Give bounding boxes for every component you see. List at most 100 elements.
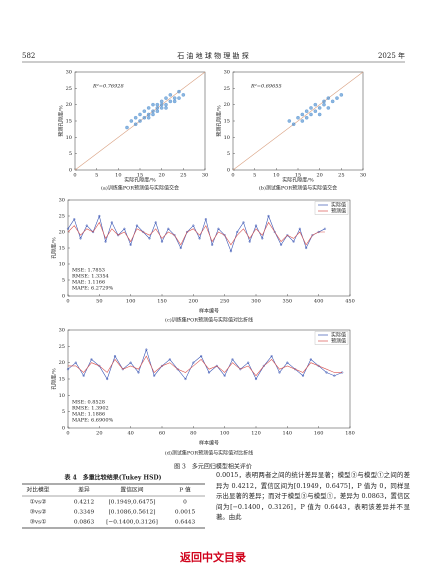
point [309, 106, 313, 110]
series-marker [223, 234, 226, 237]
x-tick-label: 30 [202, 173, 208, 179]
legend-label: 预测值 [331, 338, 346, 345]
x-axis-label: 样本编号 [199, 440, 219, 447]
metric-text: MAPE: 6.6900% [72, 418, 114, 424]
y-tick-label: 0 [227, 168, 230, 174]
back-link[interactable]: 返回中文目录 [180, 550, 246, 564]
y-tick-label: 10 [224, 135, 230, 141]
series-marker [333, 374, 336, 377]
y-tick-label: 30 [59, 328, 65, 334]
y-tick-label: 15 [66, 119, 72, 125]
table-cell: 0.3349 [74, 510, 95, 516]
series-marker [215, 364, 218, 368]
series-marker [121, 368, 124, 371]
legend-label: 实际值 [331, 332, 346, 339]
y-tick-label: 30 [59, 198, 65, 204]
figure-caption: 图 3 多元回归模型相关评价 [174, 463, 252, 471]
x-tick-label: 20 [96, 431, 102, 437]
series-marker [292, 240, 295, 243]
series-marker [142, 230, 145, 234]
point [313, 109, 318, 113]
series-marker [262, 364, 265, 368]
y-tick-label: 20 [59, 230, 65, 236]
legend-label: 实际值 [331, 202, 346, 209]
metric-text: MSE: 0.8528 [72, 400, 105, 406]
point [317, 112, 322, 117]
series-marker [129, 243, 132, 246]
x-tick-label: 160 [314, 431, 324, 437]
series-marker [261, 237, 264, 240]
series-marker [248, 240, 251, 243]
point [125, 125, 129, 130]
series-marker [90, 358, 93, 361]
y-tick-label: 5 [62, 278, 65, 284]
x-tick-label: 200 [189, 299, 199, 305]
series-marker [254, 377, 258, 381]
y-tick-label: 15 [59, 246, 65, 252]
series-marker [198, 237, 201, 240]
point [177, 96, 181, 100]
y-tick-label: 25 [59, 344, 65, 350]
series-marker [185, 230, 189, 234]
y-tick-label: 10 [59, 393, 65, 399]
x-tick-label: 20 [158, 173, 164, 179]
point [142, 109, 147, 113]
plot-frame [67, 329, 351, 429]
point [151, 109, 155, 113]
x-tick-label: 350 [283, 299, 293, 305]
metric-text: MAPE: 6.2729% [72, 286, 114, 292]
y-tick-label: 25 [59, 214, 65, 220]
series-marker [154, 221, 157, 224]
series-marker [254, 224, 258, 227]
series-marker [117, 234, 120, 237]
series-marker [278, 371, 281, 374]
point [159, 106, 164, 110]
x-tick-label: 140 [283, 431, 293, 437]
series-marker [286, 234, 289, 237]
point [142, 115, 147, 120]
series-marker [98, 364, 101, 368]
y-tick-label: 5 [62, 409, 65, 415]
point [291, 122, 296, 127]
series-marker [153, 374, 156, 377]
point [322, 102, 326, 107]
x-tick-label: 0 [66, 299, 69, 305]
x-tick-label: 80 [190, 431, 196, 437]
y-axis-label: 孔隙度/% [51, 368, 58, 390]
y-tick-label: 30 [66, 70, 72, 76]
series-line [68, 355, 343, 377]
x-tick-label: 15 [137, 173, 143, 179]
series-marker [229, 250, 233, 253]
point [168, 93, 173, 97]
y-tick-label: 0 [62, 294, 65, 300]
series-marker [85, 224, 88, 227]
panel-caption: (b)测试集POR预测值与实际值交会 [259, 185, 337, 192]
table-cell: [0.1949,0.6475] [109, 500, 156, 506]
r2-annotation: R²=0.69655 [250, 84, 282, 90]
table-header: 差异 [78, 486, 90, 494]
series-marker [73, 218, 76, 221]
y-axis-label: 孔隙度/% [51, 237, 58, 259]
x-tick-label: 15 [295, 173, 301, 179]
plot-frame [67, 199, 351, 297]
table-header: P 值 [179, 486, 191, 494]
series-marker [204, 218, 207, 221]
metric-text: RMSE: 1.3354 [72, 274, 109, 280]
y-tick-label: 0 [62, 426, 65, 432]
panel-caption: (c)训练集POR预测值与实际值对比折线 [165, 317, 253, 324]
series-marker [311, 234, 314, 237]
series-marker [273, 230, 276, 234]
table-cell: ③vs② [30, 509, 47, 516]
series-marker [192, 224, 195, 227]
point [129, 119, 134, 123]
point [181, 93, 186, 97]
point [326, 106, 331, 110]
series-marker [309, 358, 312, 361]
series-marker [74, 361, 77, 364]
point [151, 102, 155, 107]
point [317, 106, 322, 110]
y-tick-label: 15 [59, 377, 65, 383]
series-line [67, 215, 326, 253]
y-tick-label: 20 [66, 102, 72, 108]
